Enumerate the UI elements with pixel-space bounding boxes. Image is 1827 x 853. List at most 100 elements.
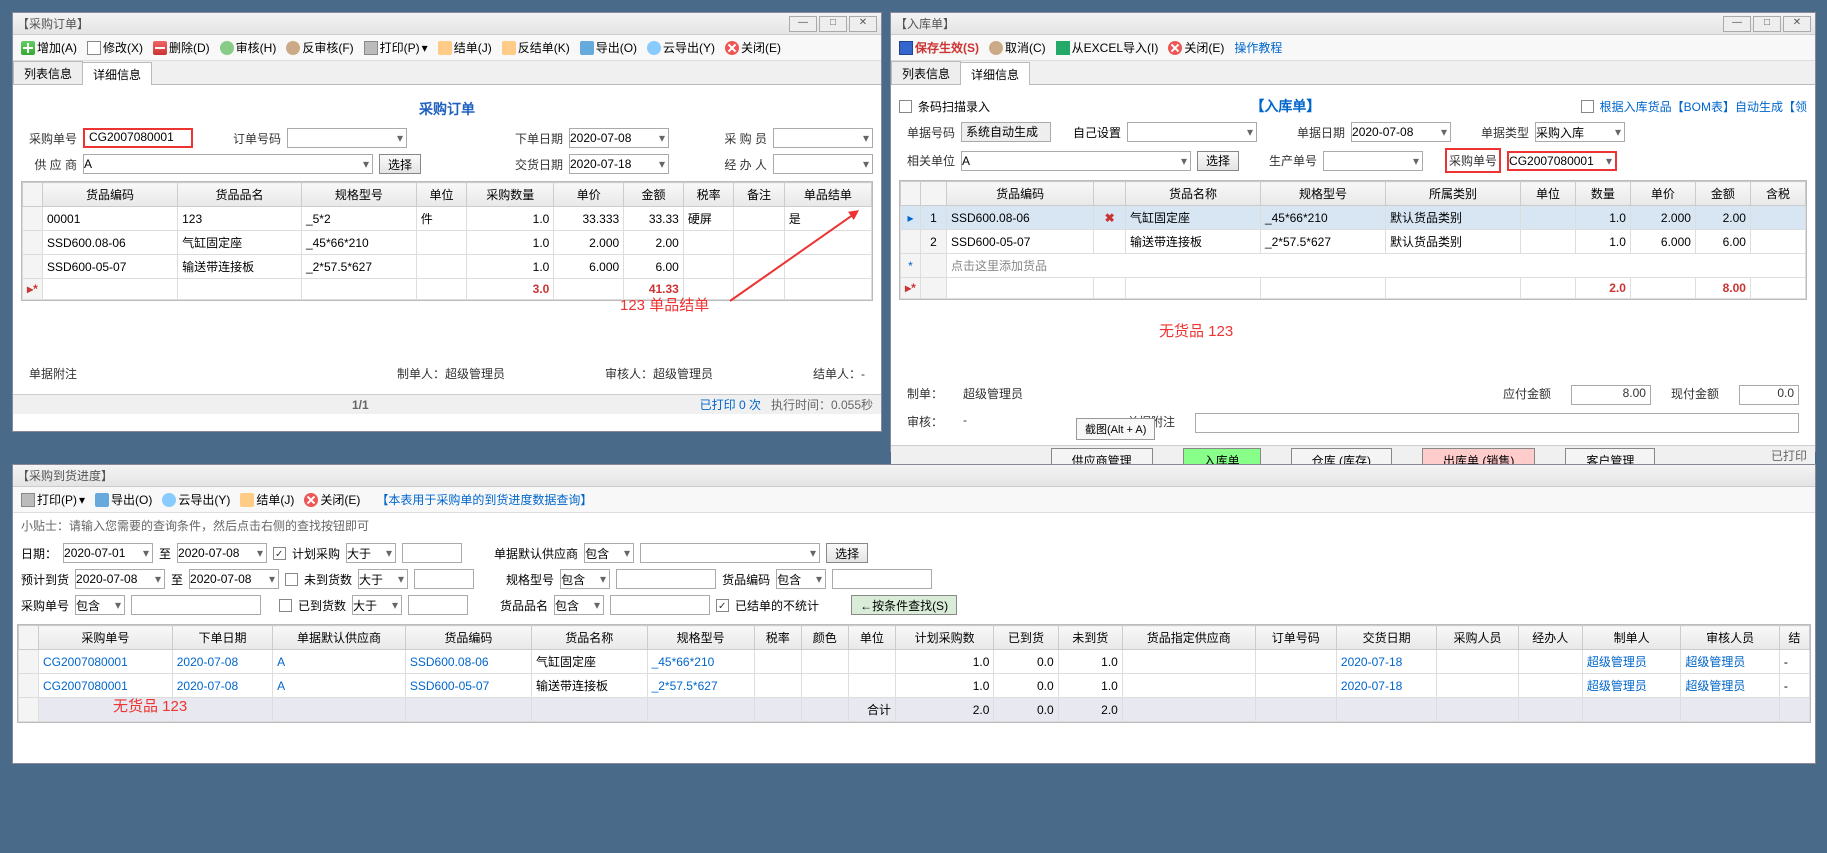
spec-op-select[interactable]: 包含 [560,569,610,589]
order-items-grid[interactable]: 货品编码货品品名规格型号单位采购数量单价金额税率备注单品结单00001123_5… [21,181,873,301]
bill-type-select[interactable]: 采购入库 [1535,122,1625,142]
lock-button[interactable]: 结单(J) [434,37,496,58]
barcode-label: 条码扫描录入 [918,98,990,115]
print-button[interactable]: 打印(P)▾ [17,489,89,510]
excel-import-button[interactable]: 从EXCEL导入(I) [1052,37,1163,58]
close-button[interactable]: 关闭(E) [1164,37,1228,58]
remark-field[interactable] [1195,413,1799,433]
undeliver-value-field[interactable] [414,569,474,589]
inbound-items-grid[interactable]: 货品编码货品名称规格型号所属类别单位数量单价金额含税▸1SSD600.08-06… [899,180,1807,300]
toolbar: 增加(A) 修改(X) 删除(D) 审核(H) 反审核(F) 打印(P)▾ 结单… [13,35,881,61]
cloud-export-button[interactable]: 云导出(Y) [643,37,719,58]
undeliver-checkbox[interactable] [285,573,298,586]
self-set-select[interactable] [1127,122,1257,142]
page-indicator: 1/1 [21,398,700,412]
close-button[interactable]: 关闭(E) [300,489,364,510]
party-select[interactable]: A [961,151,1191,171]
date-from-field[interactable]: 2020-07-01 [63,543,153,563]
delivered-value-field[interactable] [408,595,468,615]
tab-detail[interactable]: 详细信息 [82,62,152,85]
plan-checkbox[interactable] [273,547,286,560]
lock-icon [240,493,254,507]
unlock-button[interactable]: 反结单(K) [498,37,574,58]
plan-value-field[interactable] [402,543,462,563]
add-icon [21,41,35,55]
toolbar: 打印(P)▾ 导出(O) 云导出(Y) 结单(J) 关闭(E) 【本表用于采购单… [13,487,1815,513]
undeliver-label: 未到货数 [304,571,352,588]
close-button[interactable]: 关闭(E) [721,37,785,58]
add-button[interactable]: 增加(A) [17,37,81,58]
lock-button[interactable]: 结单(J) [236,489,298,510]
export-button[interactable]: 导出(O) [576,37,641,58]
bom-checkbox[interactable] [1581,100,1594,113]
screenshot-hint: 截图(Alt + A) [1076,418,1155,440]
order-date-field[interactable]: 2020-07-08 [569,128,669,148]
barcode-checkbox[interactable] [899,100,912,113]
order-field[interactable] [131,595,261,615]
plan-op-select[interactable]: 大于 [346,543,396,563]
tab-list[interactable]: 列表信息 [13,61,83,84]
minimize-button[interactable]: — [789,16,817,32]
help-link[interactable]: 操作教程 [1230,37,1286,58]
order-no-field[interactable]: CG2007080001 [83,128,193,148]
tabs: 列表信息 详细信息 [891,61,1815,85]
edit-button[interactable]: 修改(X) [83,37,147,58]
export-button[interactable]: 导出(O) [91,489,156,510]
maximize-button[interactable]: □ [819,16,847,32]
prod-no-select[interactable] [1323,151,1423,171]
titlebar: 【采购到货进度】 [13,465,1815,487]
bill-date-label: 单据日期 [1289,124,1345,141]
tab-detail[interactable]: 详细信息 [960,62,1030,85]
bill-date-field[interactable]: 2020-07-08 [1351,122,1451,142]
delivered-label: 已到货数 [298,597,346,614]
search-button[interactable]: ←按条件查找(S) [851,595,957,615]
supplier-label: 供 应 商 [21,156,77,173]
print-button[interactable]: 打印(P)▾ [360,37,432,58]
uncheck-button[interactable]: 反审核(F) [282,37,357,58]
save-button[interactable]: 保存生效(S) [895,37,983,58]
cancel-button[interactable]: 取消(C) [985,37,1050,58]
lock-icon [438,41,452,55]
select-party-button[interactable]: 选择 [1197,151,1239,171]
handler-select[interactable] [773,154,873,174]
form-title: 【入库单】 [1250,96,1320,116]
paid-field[interactable]: 0.0 [1739,385,1799,405]
date-to-field[interactable]: 2020-07-08 [177,543,267,563]
check-button[interactable]: 审核(H) [216,37,281,58]
checker-text: 审核人：超级管理员 [605,365,713,382]
order-label: 采购单号 [21,597,69,614]
undeliver-op-select[interactable]: 大于 [358,569,408,589]
maximize-button[interactable]: □ [1753,16,1781,32]
close-icon [304,493,318,507]
expect-to-field[interactable]: 2020-07-08 [189,569,279,589]
delivered-checkbox[interactable] [279,599,292,612]
expect-from-field[interactable]: 2020-07-08 [75,569,165,589]
closed-checkbox[interactable] [716,599,729,612]
code-op-select[interactable]: 包含 [776,569,826,589]
progress-grid[interactable]: 采购单号下单日期单据默认供应商货品编码货品名称规格型号税率颜色单位计划采购数已到… [17,624,1811,723]
spec-field[interactable] [616,569,716,589]
deliver-date-field[interactable]: 2020-07-18 [569,154,669,174]
sub-no-select[interactable] [287,128,407,148]
supplier-op-select[interactable]: 包含 [584,543,634,563]
select-supplier-button[interactable]: 选择 [379,154,421,174]
minimize-button[interactable]: — [1723,16,1751,32]
name-op-select[interactable]: 包含 [554,595,604,615]
name-field[interactable] [610,595,710,615]
supplier-select[interactable] [640,543,820,563]
delivered-op-select[interactable]: 大于 [352,595,402,615]
cloud-export-button[interactable]: 云导出(Y) [158,489,234,510]
purchase-no-field[interactable]: CG2007080001 [1507,151,1617,171]
close-window-button[interactable]: ✕ [1783,16,1811,32]
close-icon [725,41,739,55]
purchase-no-label: 采购单号 [1445,148,1501,173]
buyer-select[interactable] [773,128,873,148]
tab-list[interactable]: 列表信息 [891,61,961,84]
buyer-label: 采 购 员 [711,130,767,147]
close-window-button[interactable]: ✕ [849,16,877,32]
order-op-select[interactable]: 包含 [75,595,125,615]
delete-button[interactable]: 删除(D) [149,37,214,58]
supplier-select[interactable]: A [83,154,373,174]
code-field[interactable] [832,569,932,589]
select-supplier-button[interactable]: 选择 [826,543,868,563]
